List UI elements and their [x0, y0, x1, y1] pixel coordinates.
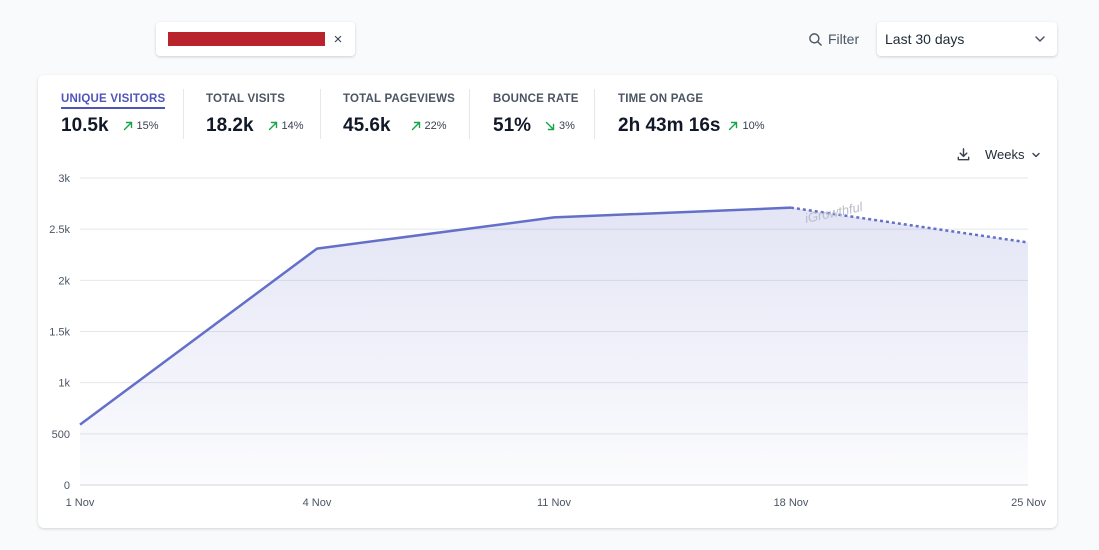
active-filter-chip[interactable]: ×: [156, 22, 355, 56]
chevron-down-icon: [1033, 32, 1047, 46]
download-icon: [956, 147, 971, 162]
metric-unique-visitors[interactable]: UNIQUE VISITORS 10.5k 15%: [61, 89, 166, 137]
filter-button-label: Filter: [828, 31, 860, 47]
date-range-value: Last 30 days: [885, 31, 965, 47]
metric-value: 45.6k: [343, 115, 391, 136]
y-tick-label: 1k: [58, 378, 70, 390]
x-tick-label: 1 Nov: [66, 497, 95, 509]
x-tick-label: 11 Nov: [537, 497, 572, 509]
metric-total-visits[interactable]: TOTAL VISITS 18.2k 14%: [206, 89, 304, 137]
metric-bounce-rate[interactable]: BOUNCE RATE 51% 3%: [493, 89, 579, 137]
metric-change: 14%: [268, 120, 304, 132]
arrow-up-right-icon: [268, 121, 277, 131]
metric-label: TIME ON PAGE: [618, 93, 704, 105]
series-line-incomplete: [790, 206, 1029, 244]
metric-change-value: 15%: [136, 120, 159, 132]
metric-change: 3%: [545, 120, 575, 132]
metrics-bar: UNIQUE VISITORS 10.5k 15% TOTAL VISITS 1…: [38, 75, 1057, 145]
y-tick-label: 3k: [58, 173, 70, 185]
arrow-up-right-icon: [411, 121, 420, 131]
metric-change: 10%: [728, 120, 765, 132]
interval-select[interactable]: Weeks: [985, 147, 1042, 162]
area-fill: [80, 207, 1028, 485]
arrow-up-right-icon: [123, 121, 132, 131]
filter-button[interactable]: Filter: [808, 29, 859, 49]
chevron-down-icon: [1030, 149, 1042, 161]
y-tick-label: 1.5k: [49, 327, 70, 339]
x-tick-label: 25 Nov: [1011, 497, 1046, 509]
metric-value: 10.5k: [61, 115, 109, 136]
metric-change-value: 10%: [742, 120, 765, 132]
y-tick-label: 500: [52, 429, 70, 441]
metric-change-value: 3%: [559, 120, 575, 132]
metric-change: 22%: [411, 120, 447, 132]
metric-label: UNIQUE VISITORS: [61, 93, 166, 109]
close-icon[interactable]: ×: [333, 30, 343, 48]
metric-label: TOTAL VISITS: [206, 93, 286, 105]
metric-divider: [469, 89, 470, 139]
y-tick-label: 0: [64, 480, 70, 492]
arrow-up-right-icon: [729, 121, 738, 131]
redacted-filter-value: [168, 32, 325, 46]
metric-total-pageviews[interactable]: TOTAL PAGEVIEWS 45.6k 22%: [343, 89, 455, 137]
interval-value: Weeks: [985, 147, 1025, 162]
metric-divider: [594, 89, 595, 139]
x-tick-label: 4 Nov: [303, 497, 332, 509]
metric-change-value: 22%: [424, 120, 447, 132]
search-icon: [808, 32, 823, 47]
arrow-down-right-icon: [545, 121, 555, 131]
metric-value: 51%: [493, 115, 532, 136]
metric-change: 15%: [123, 120, 159, 132]
y-tick-label: 2.5k: [49, 224, 70, 236]
date-range-select[interactable]: Last 30 days: [877, 22, 1057, 56]
metric-value: 2h 43m 16s: [618, 115, 721, 136]
visitors-chart: 0 500 1k 1.5k 2k 2.5k 3k 1 Nov 4 Nov 11 Nov 18 Nov…: [49, 173, 1046, 509]
download-button[interactable]: [956, 147, 971, 162]
metric-change-value: 14%: [281, 120, 304, 132]
series-line: [79, 206, 792, 426]
metric-time-on-page[interactable]: TIME ON PAGE 2h 43m 16s 10%: [618, 89, 765, 137]
x-tick-label: 18 Nov: [774, 497, 809, 509]
metric-value: 18.2k: [206, 115, 254, 136]
stats-card: UNIQUE VISITORS 10.5k 15% TOTAL VISITS 1…: [38, 75, 1057, 528]
metric-label: BOUNCE RATE: [493, 93, 579, 105]
metric-divider: [320, 89, 321, 139]
metric-label: TOTAL PAGEVIEWS: [343, 93, 456, 105]
metric-divider: [183, 89, 184, 139]
y-tick-label: 2k: [58, 275, 70, 287]
